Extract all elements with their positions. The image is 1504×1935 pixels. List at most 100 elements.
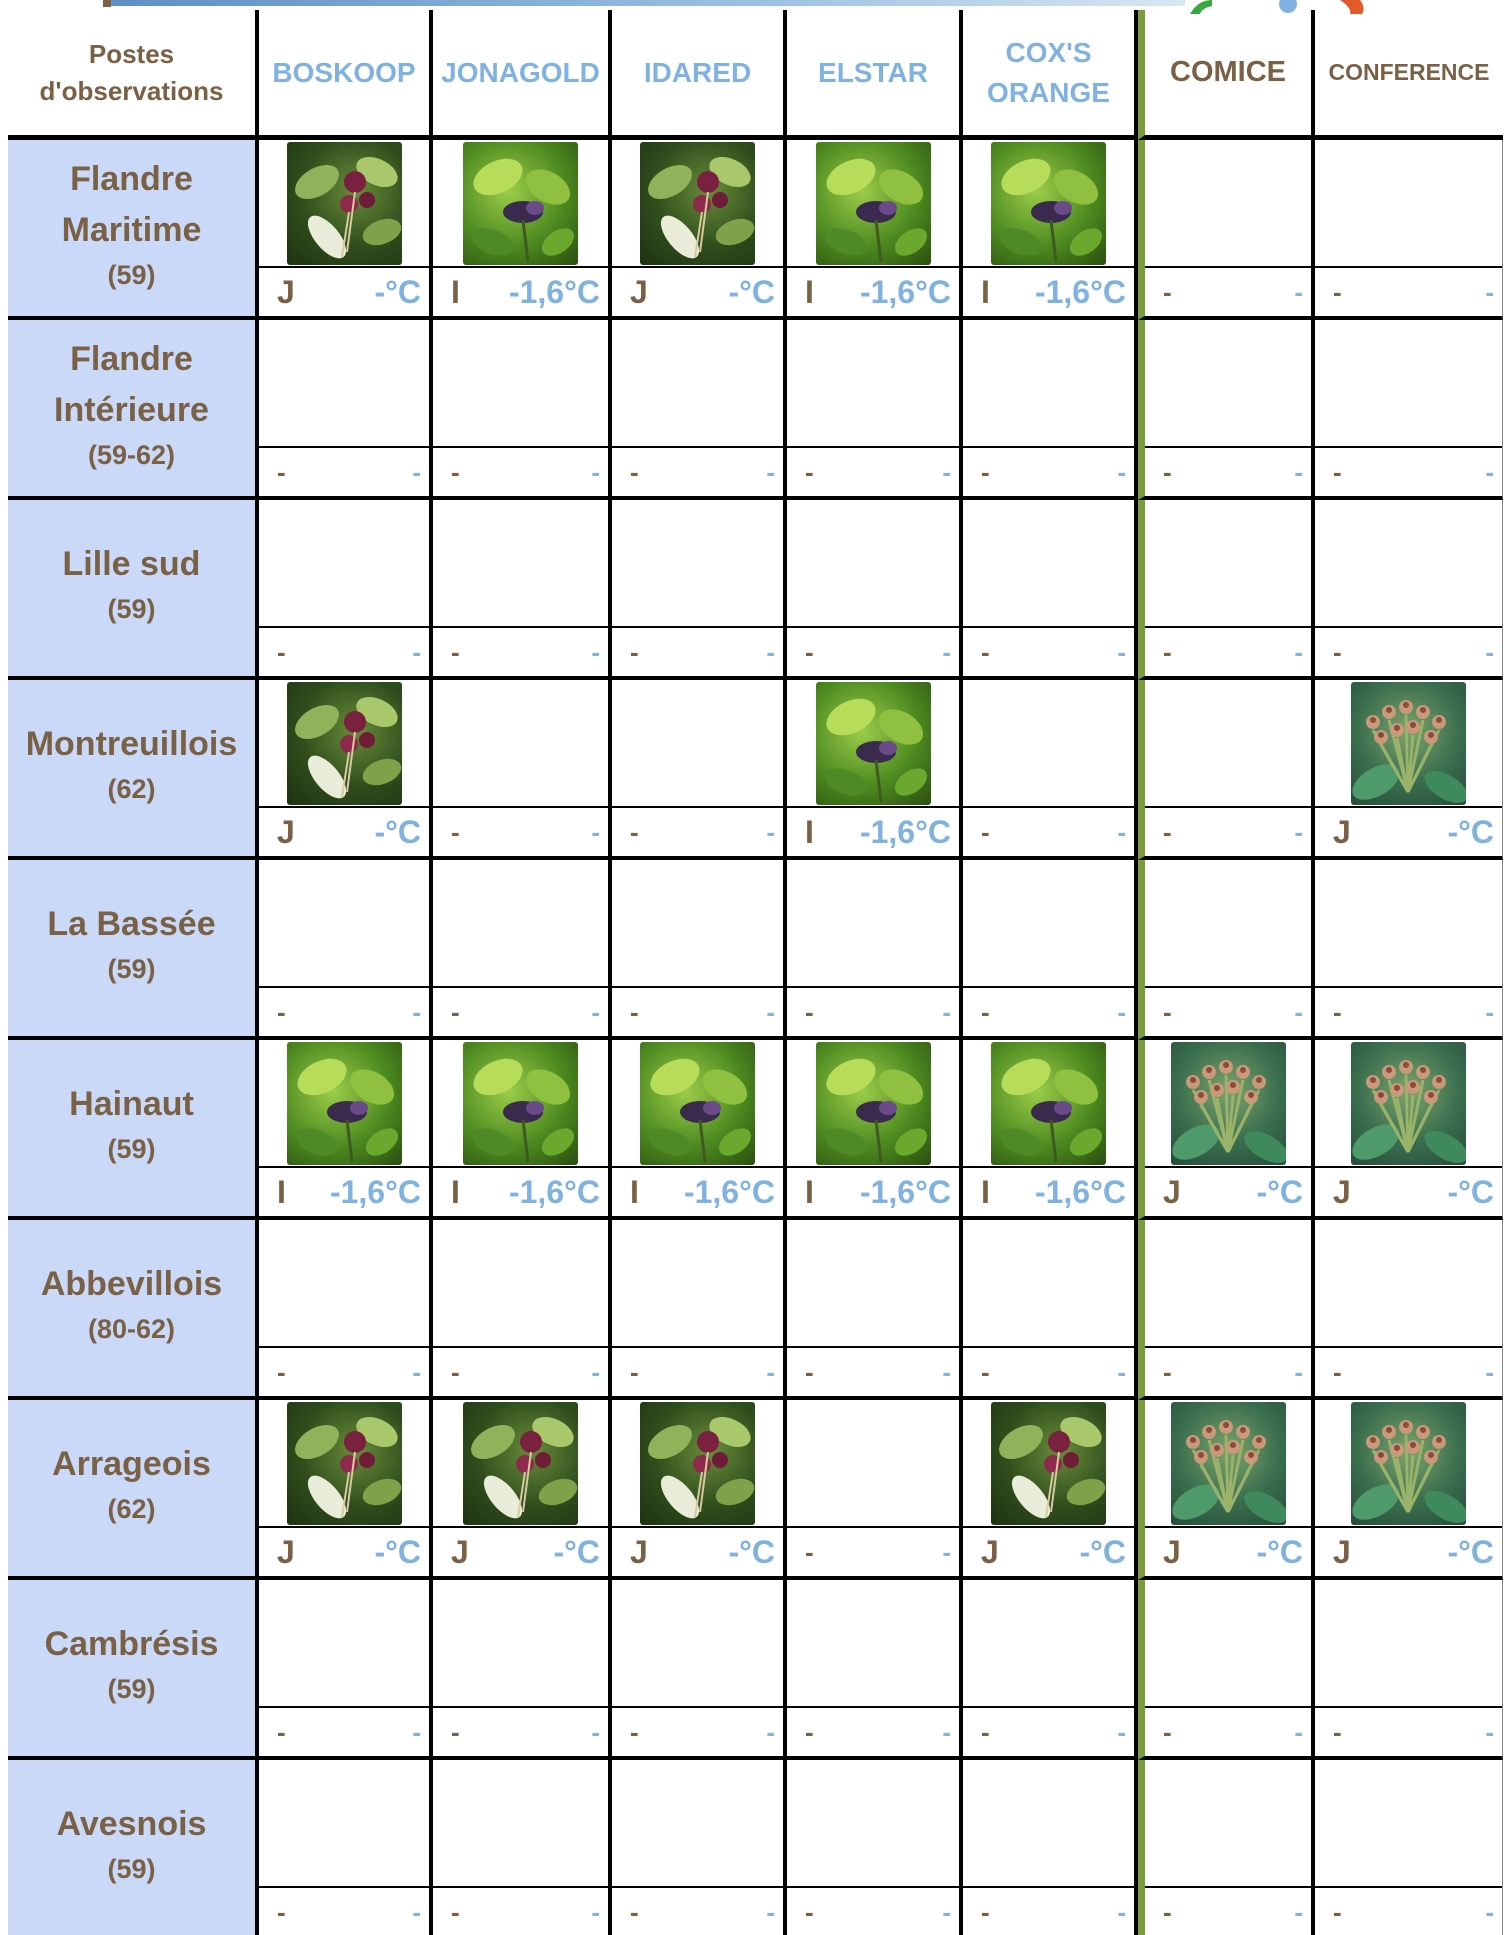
phenological-stage: - (451, 456, 460, 487)
observation-cell: -- (433, 1760, 612, 1935)
critical-temperature: -°C (1079, 1533, 1126, 1570)
apple-red-buds-photo (286, 681, 402, 805)
cell-photo-area (1145, 1220, 1311, 1348)
cell-photo-area (787, 140, 959, 268)
cell-photo-area (259, 320, 429, 448)
cell-photo-area (1145, 860, 1311, 988)
apple-green-buds-photo (991, 141, 1106, 265)
critical-temperature: - (942, 1716, 951, 1747)
observation-cell: I -1,6°C (963, 140, 1138, 320)
cell-readings: -- (963, 448, 1134, 496)
cell-photo-area (1145, 140, 1311, 268)
critical-temperature: -°C (1447, 813, 1494, 850)
cell-readings: -- (1145, 1708, 1311, 1756)
observation-cell: -- (259, 1760, 433, 1935)
cell-photo-area (787, 1400, 959, 1528)
station-cell: Lille sud (59) (8, 500, 259, 680)
critical-temperature: - (412, 1896, 421, 1927)
critical-temperature: -°C (1447, 1533, 1494, 1570)
pear-buds-photo (1170, 1401, 1286, 1525)
cell-photo-area (612, 1220, 783, 1348)
phenological-stage: - (630, 456, 639, 487)
phenological-stage: - (277, 456, 286, 487)
station-name: Montreuillois (25, 725, 238, 763)
cell-photo-area (612, 1040, 783, 1168)
cell-photo-area (1315, 140, 1502, 268)
phenological-stage: J (277, 273, 295, 310)
phenological-stage: - (981, 1356, 990, 1387)
cell-readings: I -1,6°C (433, 268, 608, 316)
apple-green-buds-photo (286, 1041, 402, 1165)
phenological-stage: J (630, 1533, 648, 1570)
phenological-stage: J (451, 1533, 469, 1570)
column-header-comice: COMICE (1138, 10, 1315, 140)
cell-photo-area (612, 320, 783, 448)
observation-cell: J -°C (612, 1400, 787, 1580)
critical-temperature: - (942, 1896, 951, 1927)
phenological-stage: I (277, 1173, 286, 1210)
critical-temperature: - (1294, 1716, 1303, 1747)
critical-temperature: -1,6°C (508, 1173, 600, 1210)
observation-cell: J -°C (1138, 1400, 1315, 1580)
cell-photo-area (259, 1580, 429, 1708)
phenological-stage: - (805, 996, 814, 1027)
phenological-stage: - (1163, 276, 1172, 307)
observation-cell: -- (433, 680, 612, 860)
column-header-jonagold: JONAGOLD (433, 10, 612, 140)
phenological-stage: - (630, 636, 639, 667)
cell-readings: -- (787, 628, 959, 676)
observation-cell: -- (963, 320, 1138, 500)
observation-cell: J -°C (433, 1400, 612, 1580)
observation-table: Postes d'observations BOSKOOP JONAGOLD IDARE… (8, 10, 1503, 1935)
cell-readings: -- (1315, 988, 1502, 1036)
cell-readings: -- (1315, 268, 1502, 316)
apple-green-buds-photo (815, 1041, 931, 1165)
station-name: Flandre Intérieure (54, 339, 209, 429)
cell-photo-area (259, 500, 429, 628)
cell-readings: -- (963, 988, 1134, 1036)
cell-readings: -- (787, 1888, 959, 1935)
phenological-stage: - (1163, 636, 1172, 667)
phenological-stage: I (805, 273, 814, 310)
cell-readings: -- (787, 1708, 959, 1756)
phenological-stage: J (1333, 813, 1351, 850)
cell-photo-area (963, 860, 1134, 988)
critical-temperature: - (591, 996, 600, 1027)
phenological-stage: - (451, 996, 460, 1027)
critical-temperature: - (412, 636, 421, 667)
cell-readings: J -°C (1315, 808, 1502, 856)
observation-cell: -- (787, 1220, 963, 1400)
cell-readings: -- (612, 628, 783, 676)
observation-cell: -- (433, 1580, 612, 1760)
phenological-stage: J (277, 1533, 295, 1570)
station-department: (59) (107, 954, 156, 984)
critical-temperature: -°C (1256, 1533, 1303, 1570)
cell-readings: J -°C (963, 1528, 1134, 1576)
observation-cell: -- (963, 680, 1138, 860)
cell-photo-area (1315, 1580, 1502, 1708)
critical-temperature: - (942, 636, 951, 667)
cell-readings: -- (1145, 1348, 1311, 1396)
cell-readings: -- (963, 808, 1134, 856)
observation-cell: -- (1138, 140, 1315, 320)
cell-photo-area (259, 1400, 429, 1528)
critical-temperature: - (1485, 456, 1494, 487)
critical-temperature: -1,6°C (329, 1173, 421, 1210)
cell-readings: -- (787, 1348, 959, 1396)
cell-readings: J -°C (612, 268, 783, 316)
critical-temperature: - (1294, 816, 1303, 847)
critical-temperature: - (766, 636, 775, 667)
critical-temperature: - (942, 996, 951, 1027)
phenological-stage: - (1333, 996, 1342, 1027)
cell-readings: -- (433, 1888, 608, 1935)
phenological-stage: I (805, 1173, 814, 1210)
observation-cell: -- (612, 860, 787, 1040)
pear-buds-photo (1351, 1041, 1466, 1165)
observation-cell: -- (259, 860, 433, 1040)
cell-photo-area (1315, 500, 1502, 628)
phenological-stage: - (981, 816, 990, 847)
cell-photo-area (433, 1580, 608, 1708)
phenological-stage: - (805, 1896, 814, 1927)
station-name: Arrageois (52, 1445, 211, 1483)
station-cell: Montreuillois (62) (8, 680, 259, 860)
